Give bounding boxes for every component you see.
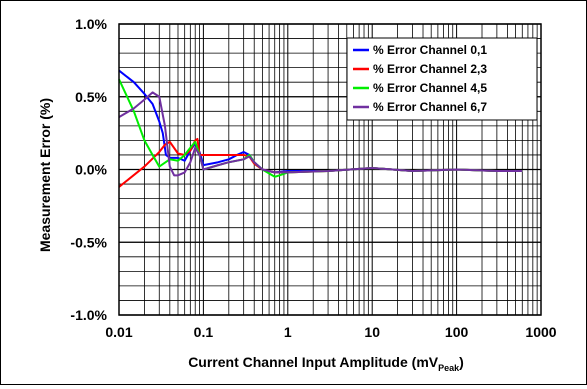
legend-label: % Error Channel 2,3	[373, 62, 487, 76]
y-tick-label: -0.5%	[70, 234, 107, 250]
legend-label: % Error Channel 6,7	[373, 100, 487, 114]
x-tick-label: 100	[445, 324, 469, 340]
y-tick-label: 0.0%	[75, 162, 107, 178]
legend: % Error Channel 0,1 % Error Channel 2,3 % …	[346, 37, 538, 121]
y-tick-label: 0.5%	[75, 89, 107, 105]
x-axis-label-main: Current Channel Input Amplitude (mV	[188, 354, 439, 370]
x-tick-label: 1000	[525, 324, 556, 340]
legend-label: % Error Channel 4,5	[373, 81, 487, 95]
y-tick-label: -1.0%	[70, 307, 107, 323]
x-tick-label: 0.1	[194, 324, 214, 340]
legend-box	[346, 37, 538, 121]
legend-label: % Error Channel 0,1	[373, 43, 487, 57]
tick-labels: 1.0% 0.5% 0.0% -0.5% -1.0%0.01 0.1 1 10 100 1000	[70, 16, 556, 340]
x-tick-label: 0.01	[105, 324, 132, 340]
x-tick-label: 1	[284, 324, 292, 340]
series-layer	[118, 69, 523, 188]
y-axis-label: Measurement Error (%)	[37, 98, 53, 252]
x-axis-label-suffix: )	[459, 354, 464, 370]
series-line-4	[118, 91, 523, 177]
y-tick-label: 1.0%	[75, 16, 107, 32]
x-axis-label-subscript: Peak	[438, 363, 460, 373]
series-line-2	[118, 137, 523, 188]
x-tick-label: 10	[364, 324, 380, 340]
x-axis-label: Current Channel Input Amplitude (mVPeak)	[188, 354, 464, 373]
plot-frame	[118, 23, 542, 316]
